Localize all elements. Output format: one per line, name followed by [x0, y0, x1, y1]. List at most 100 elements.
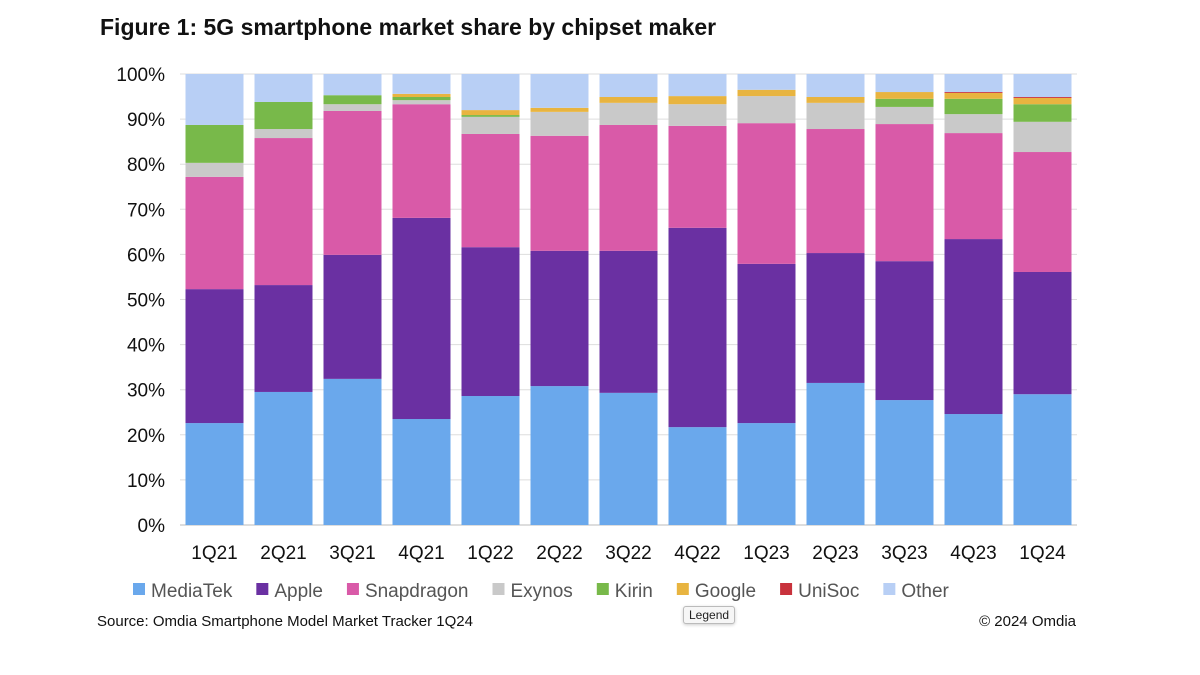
bar-segment-google	[1013, 97, 1072, 105]
bar-segment-mediatek	[1013, 394, 1072, 525]
legend-swatch	[676, 583, 689, 595]
bar-segment-exynos	[254, 129, 313, 139]
x-tick-label: 1Q22	[467, 543, 513, 564]
source-note: Source: Omdia Smartphone Model Market Tr…	[97, 613, 473, 630]
bar-segment-mediatek	[185, 423, 244, 525]
bar-segment-snapdragon	[806, 129, 865, 254]
y-tick-label: 100%	[116, 65, 165, 86]
bar-segment-google	[599, 97, 658, 103]
chart-title: Figure 1: 5G smartphone market share by …	[100, 14, 717, 40]
bar-segment-google	[668, 96, 727, 105]
bar-segment-snapdragon	[461, 133, 520, 248]
x-tick-label: 2Q23	[812, 543, 858, 564]
bar-segment-kirin	[323, 95, 382, 105]
bar-segment-exynos	[185, 162, 244, 177]
x-tick-label: 1Q23	[743, 543, 789, 564]
legend-label: Apple	[274, 581, 323, 602]
bar-segment-unisoc	[1013, 97, 1072, 98]
bar-segment-apple	[1013, 271, 1072, 395]
bar-segment-exynos	[737, 96, 796, 124]
bar-segment-google	[806, 97, 865, 103]
legend-label: Other	[901, 581, 949, 602]
bar-segment-exynos	[668, 104, 727, 126]
bar-segment-mediatek	[530, 386, 589, 525]
bar-segment-other	[875, 74, 934, 93]
bar-segment-other	[1013, 74, 1072, 98]
bar-segment-mediatek	[668, 427, 727, 525]
bar-segment-mediatek	[875, 400, 934, 525]
bar-segment-exynos	[392, 100, 451, 105]
bar-segment-mediatek	[737, 423, 796, 525]
legend-swatch	[346, 583, 359, 595]
x-tick-label: 2Q22	[536, 543, 582, 564]
y-tick-label: 0%	[138, 516, 166, 537]
bar-segment-apple	[806, 253, 865, 383]
bar-segment-snapdragon	[944, 133, 1003, 240]
legend-label: UniSoc	[798, 581, 859, 602]
bar-segment-other	[185, 74, 244, 125]
bar-segment-snapdragon	[875, 124, 934, 262]
bar-segment-snapdragon	[530, 135, 589, 251]
bar-segment-unisoc	[944, 92, 1003, 93]
bar-segment-kirin	[254, 101, 313, 130]
bar-segment-apple	[737, 263, 796, 424]
copyright: © 2024 Omdia	[979, 613, 1076, 630]
bar-segment-kirin	[875, 98, 934, 107]
bar-segment-other	[254, 74, 313, 102]
x-tick-label: 4Q21	[398, 543, 444, 564]
bar-segment-mediatek	[944, 414, 1003, 525]
legend-label: Exynos	[510, 581, 572, 602]
bar-segment-mediatek	[254, 391, 313, 525]
bar-segment-exynos	[944, 114, 1003, 134]
bar-segment-mediatek	[461, 396, 520, 525]
bar-segment-google	[737, 89, 796, 97]
bar-segment-apple	[599, 250, 658, 393]
bar-segment-apple	[530, 250, 589, 387]
x-tick-label: 4Q23	[950, 543, 996, 564]
bar-segment-apple	[323, 254, 382, 379]
x-tick-label: 3Q21	[329, 543, 375, 564]
bar-segment-snapdragon	[254, 138, 313, 286]
bar-segment-other	[599, 74, 658, 98]
legend-swatch	[596, 583, 609, 595]
bar-segment-apple	[461, 247, 520, 397]
bar-segment-apple	[185, 289, 244, 424]
y-tick-label: 40%	[127, 336, 165, 357]
y-tick-label: 60%	[127, 245, 165, 266]
bar-segment-google	[392, 93, 451, 98]
legend-label: Google	[695, 581, 756, 602]
bar-segment-other	[668, 74, 727, 97]
y-tick-label: 90%	[127, 110, 165, 131]
bar-segment-other	[737, 74, 796, 90]
bar-segment-exynos	[530, 111, 589, 136]
x-tick-label: 2Q21	[260, 543, 306, 564]
bar-segment-kirin	[1013, 104, 1072, 122]
y-tick-label: 30%	[127, 381, 165, 402]
bar-segment-google	[944, 92, 1003, 99]
bar-segment-snapdragon	[737, 123, 796, 264]
y-tick-label: 70%	[127, 200, 165, 221]
x-tick-label: 4Q22	[674, 543, 720, 564]
bar-segment-google	[530, 107, 589, 112]
x-tick-label: 3Q23	[881, 543, 927, 564]
bar-segment-snapdragon	[392, 104, 451, 218]
bar-segment-snapdragon	[599, 124, 658, 251]
bar-segment-apple	[668, 227, 727, 428]
bar-segment-snapdragon	[1013, 152, 1072, 272]
bar-segment-exynos	[875, 106, 934, 125]
legend-label: MediaTek	[151, 581, 233, 602]
bar-segment-mediatek	[599, 392, 658, 525]
legend-label: Snapdragon	[365, 581, 469, 602]
y-tick-label: 10%	[127, 471, 165, 492]
legend-swatch	[780, 583, 793, 595]
bar-segment-exynos	[1013, 121, 1072, 153]
legend-label: Kirin	[615, 581, 653, 602]
y-tick-label: 50%	[127, 291, 165, 312]
bar-segment-kirin	[944, 98, 1003, 115]
bar-segment-apple	[875, 261, 934, 401]
bar-segment-exynos	[323, 104, 382, 111]
bar-segment-exynos	[599, 102, 658, 125]
legend-swatch	[256, 583, 269, 595]
legend-swatch	[492, 583, 505, 595]
